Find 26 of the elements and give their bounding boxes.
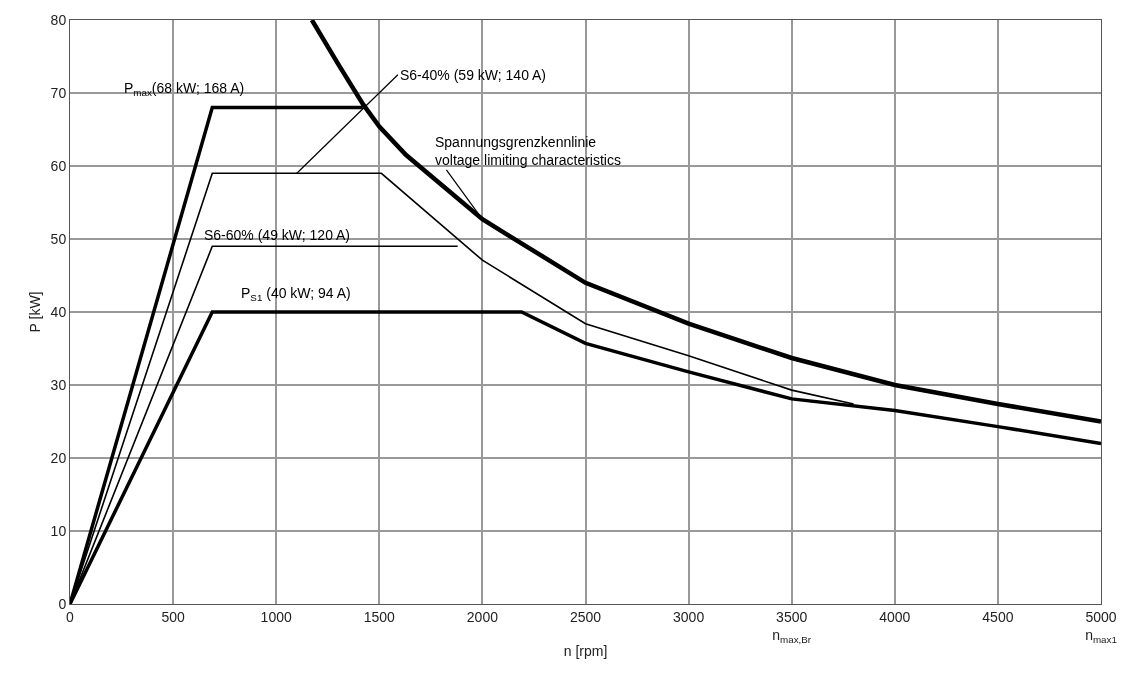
- series-label: S6-60% (49 kW; 120 A): [204, 227, 351, 243]
- x-axis-title: n [rpm]: [563, 643, 608, 660]
- x-tick-label: 2000: [466, 608, 499, 625]
- series-label: Spannungsgrenzkennlinie voltage limiting characteristics: [435, 134, 621, 169]
- x-tick-label: 4500: [982, 608, 1014, 625]
- x-tick-label: 1500: [363, 608, 396, 625]
- x-tick-label: 2500: [569, 608, 602, 625]
- x-tick-label: 3000: [673, 608, 705, 625]
- text: S6-40% (59 kW; 140 A): [400, 67, 547, 83]
- x-tick-label: 500: [161, 608, 185, 625]
- y-tick-label: 50: [50, 230, 67, 247]
- y-tick-label: 80: [50, 11, 67, 28]
- series-label: P$_{S1}$ (40 kW; 94 A): [241, 285, 351, 303]
- y-tick-label: 60: [50, 157, 67, 174]
- y-tick-label: 40: [50, 303, 67, 320]
- y-tick-label: 20: [50, 449, 67, 466]
- x-tick-label: 4000: [879, 608, 911, 625]
- x-tick-label: 1000: [260, 608, 292, 625]
- y-axis-title: P [kW]: [27, 291, 44, 333]
- y-tick-label: 30: [50, 376, 67, 393]
- x-tick-label: 5000 n$_{max1}$: [1085, 608, 1117, 645]
- y-tick-label: 0: [58, 595, 67, 612]
- series-label: P$_{max}$(68 kW; 168 A): [124, 80, 245, 98]
- y-tick-label: 10: [50, 522, 67, 539]
- y-tick-label: 70: [50, 84, 67, 101]
- x-tick-label: 3500 n$_{max,Br}$: [772, 608, 812, 645]
